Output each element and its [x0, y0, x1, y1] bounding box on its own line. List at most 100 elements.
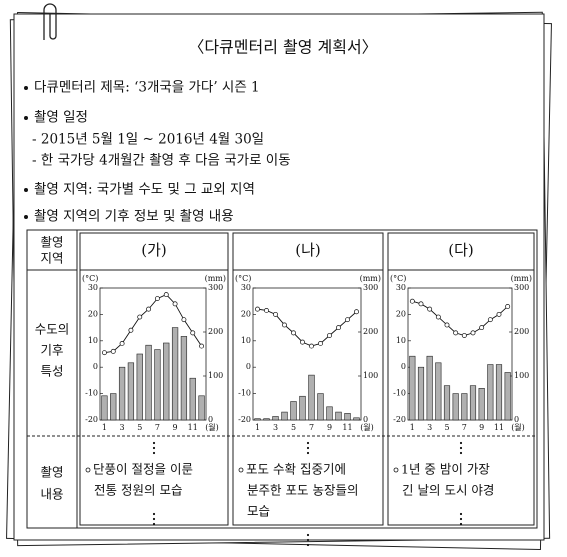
x-tick-label: 11: [342, 423, 352, 432]
x-tick-label: 5: [291, 423, 296, 432]
y-tick-label: 0: [93, 362, 98, 371]
ellipsis-dot: [152, 517, 156, 521]
precip-bar: [127, 362, 135, 421]
schedule-line: - 한 국가당 4개월간 촬영 후 다음 국가로 이동: [32, 153, 291, 169]
precip-bar: [163, 342, 170, 421]
row-header: 특성: [40, 364, 63, 379]
x-tick-label: 3: [120, 423, 125, 432]
table-border: [26, 229, 538, 529]
ellipsis-dot: [459, 446, 463, 450]
y2-tick-label: 300: [208, 283, 223, 292]
y-tick-label: 10: [241, 336, 251, 345]
precip-bar: [435, 362, 442, 421]
chart-title: (다): [448, 241, 474, 259]
x-tick-label: 7: [309, 423, 314, 432]
precip-bar: [136, 353, 143, 421]
x-axis-label: (월): [205, 422, 219, 432]
bullets: [24, 86, 28, 219]
precip-bar: [180, 336, 188, 421]
front-sheet: [13, 13, 545, 541]
cell-box: [232, 232, 384, 526]
y2-tick-label: 200: [208, 327, 223, 336]
y-tick-label: 20: [241, 309, 251, 318]
y-tick-label: -20: [85, 415, 98, 424]
row-header: 내용: [40, 487, 63, 502]
row-header: 수도의: [35, 322, 70, 337]
temp-point: [453, 330, 459, 336]
bullet: [24, 86, 28, 90]
temp-point: [327, 333, 332, 338]
ellipsis-dot: [459, 517, 463, 521]
precip-bar: [344, 413, 351, 421]
precip-bar: [417, 366, 425, 421]
content-bullet: [85, 467, 91, 473]
temp-point: [318, 340, 323, 346]
x-tick-label: 9: [479, 423, 484, 432]
temp-point: [418, 301, 424, 307]
content-text: 포도 수확 집중기에: [246, 462, 346, 477]
precip-bar: [308, 374, 315, 421]
y2-axis-label: (mm): [511, 274, 532, 283]
temp-point: [336, 325, 341, 331]
x-tick-label: 1: [410, 423, 415, 432]
temp-point: [199, 343, 205, 349]
y2-tick-label: 0: [363, 415, 368, 424]
ellipsis-dot: [306, 543, 310, 547]
x-tick-label: 11: [494, 423, 504, 432]
precip-bar: [272, 416, 279, 421]
temp-point: [255, 306, 260, 312]
precip-bar: [409, 355, 416, 421]
y-tick-label: 10: [88, 336, 98, 345]
y-tick-label: 0: [401, 362, 406, 371]
precip-bar: [263, 418, 270, 421]
y-tick-label: 30: [396, 283, 406, 292]
temp-point: [444, 322, 450, 328]
precip-bar: [118, 366, 126, 421]
y-tick-label: 30: [88, 283, 98, 292]
y-tick-label: 0: [246, 362, 251, 371]
x-tick-label: 3: [273, 423, 278, 432]
ellipsis-dot: [459, 441, 463, 445]
table-lines: [26, 229, 538, 529]
x-axis-label: (월): [511, 422, 525, 432]
precip-bar: [101, 395, 108, 421]
temp-point: [119, 340, 125, 346]
plot-frame: [252, 287, 362, 421]
temp-point: [273, 311, 278, 317]
temp-point: [154, 296, 160, 302]
precip-bar: [504, 372, 511, 421]
ellipsis-dot: [306, 446, 310, 450]
doc-item: 촬영 지역: 국가별 수도 및 그 교외 지역: [34, 182, 255, 198]
ellipsis-dot: [152, 446, 156, 450]
precip-bar: [317, 393, 324, 421]
y2-axis-label: (mm): [205, 274, 226, 283]
row-header: 지역: [40, 251, 63, 266]
chart-title: (나): [295, 241, 321, 259]
ellipsis-dot: [459, 522, 463, 526]
precip-bar: [110, 393, 117, 421]
temp-point: [427, 306, 433, 312]
ellipsis-dot: [459, 451, 463, 455]
temp-point: [163, 292, 169, 298]
bullet: [24, 215, 28, 219]
y-tick-label: -20: [393, 415, 406, 424]
temp-point: [172, 301, 178, 307]
precip-bar: [154, 349, 161, 421]
y-tick-label: 30: [241, 283, 251, 292]
y-tick-label: -10: [393, 389, 406, 398]
content-bullet: [393, 467, 399, 473]
precip-bar: [469, 385, 477, 421]
row-header: 촬영: [40, 465, 63, 480]
x-tick-label: 7: [462, 423, 467, 432]
y-tick-label: 10: [396, 336, 406, 345]
temp-point: [309, 343, 314, 349]
y2-tick-label: 0: [514, 415, 519, 424]
temp-point: [300, 339, 305, 345]
precip-bar: [299, 395, 306, 421]
temp-point: [496, 311, 502, 317]
x-tick-label: 7: [155, 423, 160, 432]
y2-tick-label: 200: [514, 327, 529, 336]
ellipsis-dot: [306, 538, 310, 542]
content-text: 모습: [247, 504, 270, 519]
